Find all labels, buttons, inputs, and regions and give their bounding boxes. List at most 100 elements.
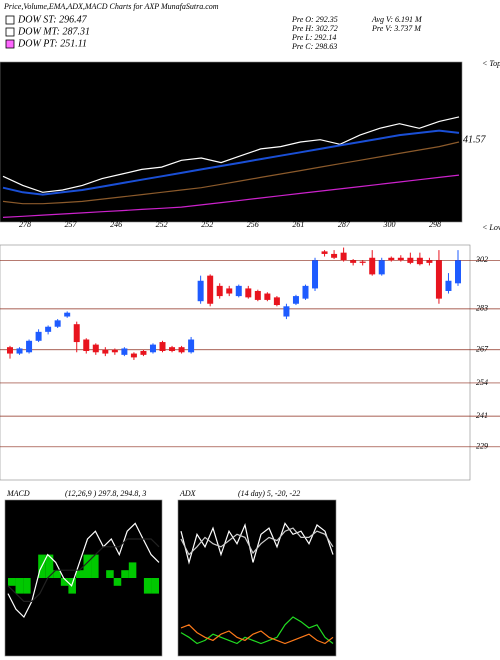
macd-bar — [53, 570, 61, 578]
y-tick-label: 241 — [476, 411, 488, 420]
series-line — [2, 141, 460, 205]
macd-bar — [75, 570, 84, 578]
candle-body — [331, 253, 338, 258]
macd-bar — [151, 578, 159, 594]
candle-body — [455, 260, 461, 284]
candle-body — [83, 339, 90, 352]
candle-body — [245, 288, 252, 298]
legend-swatch — [5, 15, 15, 25]
candle-body — [378, 260, 385, 275]
candle-body — [435, 260, 442, 299]
candle-body — [369, 257, 376, 275]
top-label: 271 — [294, 62, 306, 71]
macd-bar — [128, 562, 137, 578]
series-line — [180, 616, 334, 645]
top-label: 276 — [254, 62, 266, 71]
candle-body — [149, 344, 156, 353]
candle-body — [102, 349, 109, 354]
bottom-label: 298 — [429, 220, 441, 229]
candle-body — [321, 251, 328, 254]
series-line — [2, 116, 460, 193]
panel-subtitle: (14 day) 5, -20, -22 — [238, 489, 300, 498]
candle-body — [35, 331, 42, 341]
stat-label: Pre C: 298.63 — [291, 42, 337, 51]
candle-body — [45, 326, 52, 332]
candle-body — [445, 280, 452, 291]
series-line — [7, 522, 160, 618]
legend-swatch — [5, 27, 15, 37]
annotation: < Tops — [482, 59, 500, 68]
macd-bar — [121, 570, 129, 578]
candle-body — [312, 260, 319, 289]
series-line — [180, 527, 334, 556]
top-label: 211 — [14, 62, 25, 71]
candle-body — [302, 285, 309, 299]
candle-body — [169, 347, 176, 352]
candle-body — [207, 275, 214, 304]
stat-label: Pre H: 302.72 — [291, 24, 338, 33]
candle-body — [273, 297, 280, 306]
top-label: 272 — [334, 62, 346, 71]
candle-body — [388, 257, 395, 261]
top-label: 203 — [214, 62, 226, 71]
candle-body — [197, 280, 204, 302]
candle-body — [397, 257, 404, 261]
candle-body — [26, 340, 33, 353]
top-label: 202 — [174, 62, 186, 71]
legend-swatch — [5, 39, 15, 49]
stat-label: Pre V: 3.737 M — [371, 24, 422, 33]
candle-body — [254, 290, 261, 300]
top-label: 202 — [134, 62, 146, 71]
candle-body — [359, 261, 366, 263]
macd-bar — [45, 554, 54, 578]
bottom-label: 278 — [19, 220, 31, 229]
series-line — [2, 129, 460, 196]
candle-body — [416, 257, 423, 265]
y-tick-label: 254 — [476, 378, 488, 387]
candle-body — [188, 339, 195, 353]
candle-body — [130, 353, 137, 358]
stat-label: Pre O: 292.35 — [291, 15, 338, 24]
y-tick-label: 302 — [475, 255, 488, 264]
annotation: < Lows — [482, 223, 500, 232]
panel-subtitle: (12,26,9 ) 297.8, 294.8, 3 — [65, 489, 146, 498]
legend-label: DOW MT: 287.31 — [17, 26, 90, 37]
macd-bar — [91, 554, 99, 578]
panel — [177, 499, 337, 657]
top-label: 293 — [374, 62, 386, 71]
top-label: 209 — [94, 62, 106, 71]
macd-bar — [113, 578, 122, 586]
candle-body — [73, 324, 80, 343]
candle-body — [16, 348, 23, 354]
candle-body — [54, 320, 61, 327]
candle-body — [264, 293, 271, 300]
candle-body — [178, 347, 185, 353]
y-tick-label: 283 — [476, 304, 488, 313]
candle-body — [283, 306, 290, 317]
bottom-label: 252 — [201, 220, 213, 229]
top-label: 208 — [54, 62, 66, 71]
candle-body — [121, 348, 128, 355]
y-tick-label: 267 — [476, 345, 489, 354]
bottom-label: 287 — [338, 220, 351, 229]
macd-bar — [83, 554, 92, 578]
series-line — [180, 624, 334, 645]
legend-label: DOW ST: 296.47 — [17, 14, 88, 25]
macd-bar — [8, 578, 16, 586]
stat-label: Pre L: 292.14 — [291, 33, 336, 42]
panel — [0, 61, 463, 223]
series-line — [7, 538, 160, 602]
bottom-label: 256 — [247, 220, 259, 229]
panel-title: MACD — [6, 489, 30, 498]
candle-body — [340, 252, 347, 261]
candle-body — [350, 260, 357, 263]
candle-body — [292, 296, 299, 304]
macd-bar — [23, 578, 31, 594]
candle-body — [64, 312, 71, 317]
candle-body — [407, 257, 414, 263]
candle-body — [226, 288, 233, 294]
legend-label: DOW PT: 251.11 — [17, 38, 87, 49]
bottom-label: 246 — [110, 220, 122, 229]
candle-body — [111, 349, 118, 353]
candle-body — [235, 285, 242, 297]
